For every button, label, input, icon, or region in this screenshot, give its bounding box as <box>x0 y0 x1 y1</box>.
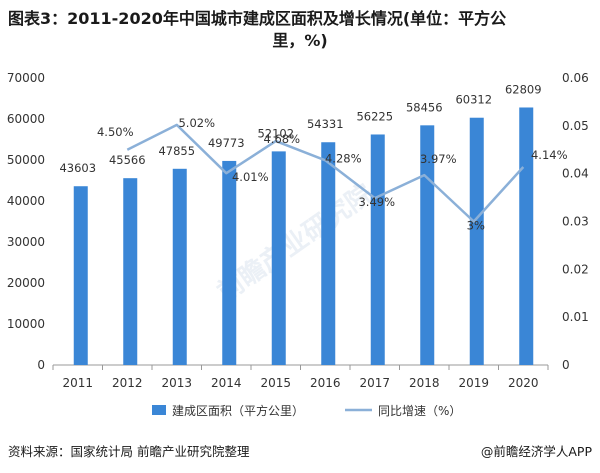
x-tick-label: 2015 <box>260 376 291 390</box>
y-left-tick-label: 70000 <box>7 71 45 85</box>
y-right-tick-label: 0.01 <box>562 310 589 324</box>
bar-value-label: 60312 <box>455 93 492 107</box>
x-tick-label: 2011 <box>62 376 93 390</box>
line-value-label: 4.50% <box>97 125 134 139</box>
bar-value-label: 62809 <box>505 82 542 96</box>
y-right-tick-label: 0.05 <box>562 119 589 133</box>
x-tick-label: 2018 <box>409 376 440 390</box>
bar <box>73 186 88 365</box>
footer: 资料来源：国家统计局 前瞻产业研究院整理 @前瞻经济学人APP <box>8 441 592 465</box>
y-right-tick-label: 0 <box>562 358 570 372</box>
line-value-label: 3.49% <box>358 195 395 209</box>
y-left-tick-label: 60000 <box>7 112 45 126</box>
watermark: 前瞻产业研究院 <box>212 178 379 308</box>
x-tick-label: 2019 <box>458 376 489 390</box>
line-value-label: 4.28% <box>325 151 362 165</box>
x-tick-label: 2017 <box>359 376 390 390</box>
legend-bar-label: 建成区面积（平方公里） <box>172 403 304 418</box>
title-line-1: 图表3：2011-2020年中国城市建成区面积及增长情况(单位：平方公 <box>8 9 507 28</box>
y-right-tick-label: 0.03 <box>562 215 589 229</box>
bar-value-label: 54331 <box>307 117 344 131</box>
bar <box>222 160 237 365</box>
x-tick-label: 2012 <box>112 376 143 390</box>
bar <box>469 117 484 366</box>
bar-value-label: 52102 <box>257 126 294 140</box>
y-left-tick-label: 20000 <box>7 276 45 290</box>
bar-value-label: 45566 <box>109 153 146 167</box>
line-value-label: 4.14% <box>531 148 568 162</box>
bar-value-label: 56225 <box>356 109 393 123</box>
line-value-label: 3.97% <box>420 152 457 166</box>
bar <box>271 151 286 365</box>
x-tick-label: 2016 <box>310 376 341 390</box>
x-tick-label: 2014 <box>211 376 242 390</box>
bar <box>370 134 385 365</box>
y-right-tick-label: 0.02 <box>562 262 589 276</box>
y-left-tick-label: 30000 <box>7 235 45 249</box>
bar-value-label: 43603 <box>59 161 96 175</box>
bar-value-label: 49773 <box>208 136 245 150</box>
y-right-tick-label: 0.06 <box>562 71 589 85</box>
bar-value-label: 58456 <box>406 100 443 114</box>
y-left-tick-label: 40000 <box>7 194 45 208</box>
x-tick-label: 2020 <box>508 376 539 390</box>
chart-canvas: 前瞻产业研究院 0 10000 20000 30000 40000 50000 60000 70… <box>7 71 589 418</box>
line-value-label: 3% <box>467 219 485 233</box>
bar <box>420 125 435 365</box>
y-left-tick-label: 0 <box>37 358 45 372</box>
source-note: 资料来源：国家统计局 前瞻产业研究院整理 <box>8 444 250 459</box>
legend-line-label: 同比增速（%） <box>378 404 461 418</box>
bar <box>519 107 534 366</box>
bar <box>172 168 187 365</box>
bar <box>321 142 336 365</box>
chart-title: 图表3：2011-2020年中国城市建成区面积及增长情况(单位：平方公 里，%) <box>8 8 592 52</box>
y-left-tick-label: 50000 <box>7 153 45 167</box>
bar-value-label: 47855 <box>158 144 195 158</box>
line-value-label: 5.02% <box>178 116 215 130</box>
brand-credit: @前瞻经济学人APP <box>480 444 592 459</box>
growth-rate-line <box>126 123 525 223</box>
bar <box>123 178 138 365</box>
title-line-2: 里，%) <box>272 31 328 50</box>
line-value-label: 4.01% <box>232 170 269 184</box>
legend-bar-swatch <box>152 405 166 415</box>
x-tick-label: 2013 <box>161 376 192 390</box>
line-value-label: 4.68% <box>263 132 300 146</box>
y-left-tick-label: 10000 <box>7 317 45 331</box>
y-right-tick-label: 0.04 <box>562 167 589 181</box>
